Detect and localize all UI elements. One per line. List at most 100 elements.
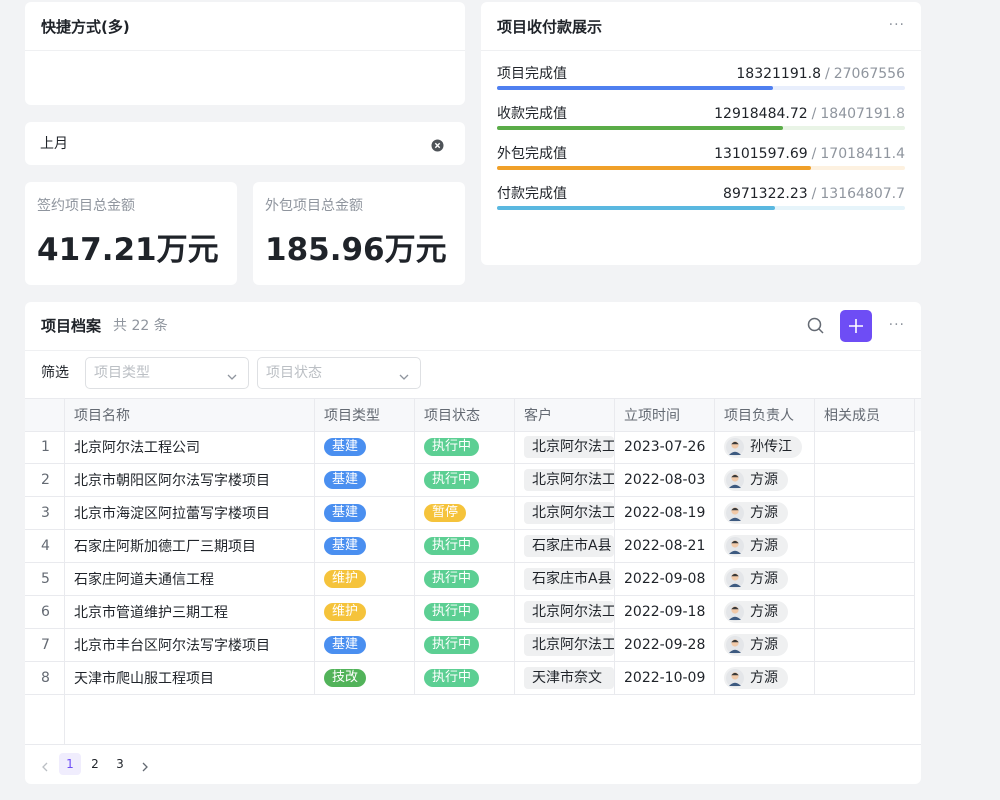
table-cell: 北京阿尔法工 xyxy=(515,464,615,497)
owner-tag: 方源 xyxy=(724,601,788,623)
owner-tag: 方源 xyxy=(724,469,788,491)
progress-bar xyxy=(497,126,784,130)
owner-name: 方源 xyxy=(750,538,778,554)
table-row[interactable]: 1 北京阿尔法工程公司 基建 执行中 北京阿尔法工 2023-07-26 孙传江 xyxy=(25,431,921,464)
table-cell: 2022-09-08 xyxy=(615,563,715,596)
owner-tag: 方源 xyxy=(724,502,788,524)
avatar xyxy=(726,438,744,456)
avatar xyxy=(726,537,744,555)
table-cell: 北京阿尔法工程公司 xyxy=(65,431,315,464)
search-button[interactable] xyxy=(807,317,825,335)
table-cell: 执行中 xyxy=(415,563,515,596)
table-cell: 执行中 xyxy=(415,530,515,563)
name: 北京市管道维护三期工程 xyxy=(74,605,228,621)
next-page[interactable] xyxy=(139,758,151,772)
date: 2022-09-08 xyxy=(624,571,706,587)
name: 北京市朝阳区阿尔法写字楼项目 xyxy=(74,473,270,489)
payment-total: 18407191.8 xyxy=(820,106,905,122)
table-cell: 方源 xyxy=(715,563,815,596)
table-cell: 北京市海淀区阿拉蕾写字楼项目 xyxy=(65,497,315,530)
owner-name: 方源 xyxy=(750,637,778,653)
table-row[interactable]: 3 北京市海淀区阿拉蕾写字楼项目 基建 暂停 北京阿尔法工 2022-08-19 方源 xyxy=(25,497,921,530)
table-row[interactable]: 8 天津市爬山服工程项目 技改 执行中 天津市奈文 2022-10-09 方源 xyxy=(25,662,921,695)
table-row[interactable]: 5 石家庄阿道夫通信工程 维护 执行中 石家庄市A县 2022-09-08 方源 xyxy=(25,563,921,596)
payment-values: 12918484.72/18407191.8 xyxy=(714,104,905,124)
divider xyxy=(481,50,921,51)
filter-select[interactable]: 项目类型 xyxy=(85,357,249,389)
table-cell: 2022-08-03 xyxy=(615,464,715,497)
owner-tag: 方源 xyxy=(724,634,788,656)
avatar xyxy=(726,669,744,687)
status-tag: 执行中 xyxy=(424,669,480,687)
separator: / xyxy=(825,66,830,82)
index: 5 xyxy=(41,571,50,587)
avatar xyxy=(726,603,744,621)
status-tag: 执行中 xyxy=(424,471,480,489)
owner-name: 方源 xyxy=(750,571,778,587)
status-tag: 执行中 xyxy=(424,570,480,588)
name: 天津市爬山服工程项目 xyxy=(74,671,214,687)
header-cell: 项目状态 xyxy=(415,398,515,432)
progress-bar xyxy=(497,86,774,90)
menu[interactable]: ··· xyxy=(888,317,905,333)
table-cell: 基建 xyxy=(315,431,415,464)
clear-icon[interactable] xyxy=(431,137,444,152)
page-number[interactable]: 3 xyxy=(116,757,124,771)
stat-card: 外包项目总金额 185.96万元 xyxy=(253,182,465,285)
name: 北京阿尔法工程公司 xyxy=(74,440,200,456)
table-cell: 方源 xyxy=(715,596,815,629)
table-row[interactable]: 7 北京市丰台区阿尔法写字楼项目 基建 执行中 北京阿尔法工 2022-09-28 方源 xyxy=(25,629,921,662)
table-row[interactable]: 4 石家庄阿斯加德工厂三期项目 基建 执行中 石家庄市A县 2022-08-21 方源 xyxy=(25,530,921,563)
index: 1 xyxy=(41,439,50,455)
owner-name: 方源 xyxy=(750,670,778,686)
date: 2022-09-28 xyxy=(624,637,706,653)
table-row[interactable]: 6 北京市管道维护三期工程 维护 执行中 北京阿尔法工 2022-09-18 方源 xyxy=(25,596,921,629)
type-tag: 基建 xyxy=(324,636,367,654)
date: 2022-08-03 xyxy=(624,472,706,488)
chevron-down xyxy=(226,368,238,380)
status-tag: 暂停 xyxy=(424,504,467,522)
table-cell: 2 xyxy=(25,464,65,497)
stat-label: 外包项目总金额 xyxy=(265,198,363,214)
table-cell: 基建 xyxy=(315,629,415,662)
table-cell: 8 xyxy=(25,662,65,695)
table-cell xyxy=(815,563,915,596)
payment-total: 17018411.4 xyxy=(820,146,905,162)
type-tag: 基建 xyxy=(324,537,367,555)
header-cell xyxy=(25,398,65,432)
table-cell: 2022-09-18 xyxy=(615,596,715,629)
stat-value: 185.96万元 xyxy=(265,232,447,268)
menu[interactable]: ··· xyxy=(888,17,905,33)
prev-page[interactable] xyxy=(39,758,51,772)
owner-tag: 方源 xyxy=(724,667,788,689)
add-button[interactable] xyxy=(840,310,872,342)
table-cell: 暂停 xyxy=(415,497,515,530)
table-cell: 北京阿尔法工 xyxy=(515,629,615,662)
table-cell: 基建 xyxy=(315,530,415,563)
card-title: 快捷方式(多) xyxy=(41,18,130,36)
table-row[interactable]: 2 北京市朝阳区阿尔法写字楼项目 基建 执行中 北京阿尔法工 2022-08-03 方源 xyxy=(25,464,921,497)
table-cell: 5 xyxy=(25,563,65,596)
chevron-down xyxy=(398,368,410,380)
table-cell: 维护 xyxy=(315,596,415,629)
table-cell: 6 xyxy=(25,596,65,629)
owner-name: 方源 xyxy=(750,604,778,620)
owner-name: 孙传江 xyxy=(750,439,792,455)
header-cell: 客户 xyxy=(515,398,615,432)
avatar xyxy=(726,636,744,654)
index-column-filler xyxy=(25,695,65,744)
page-number[interactable]: 1 xyxy=(59,753,81,775)
name: 北京市海淀区阿拉蕾写字楼项目 xyxy=(74,506,270,522)
page-number[interactable]: 2 xyxy=(91,757,99,771)
type-tag: 基建 xyxy=(324,438,367,456)
payment-values: 13101597.69/17018411.4 xyxy=(714,144,905,164)
name: 北京市丰台区阿尔法写字楼项目 xyxy=(74,638,270,654)
payment-value: 13101597.69 xyxy=(714,146,808,162)
table-cell: 方源 xyxy=(715,629,815,662)
archive-card: 项目档案共 22 条 ··· 筛选 项目类型 项目状态 项目名称 项目类型 项目状态 客户 立项时… xyxy=(25,302,921,784)
date: 2022-10-09 xyxy=(624,670,706,686)
table-cell xyxy=(815,662,915,695)
filter-select[interactable]: 项目状态 xyxy=(257,357,421,389)
table-cell: 2022-09-28 xyxy=(615,629,715,662)
